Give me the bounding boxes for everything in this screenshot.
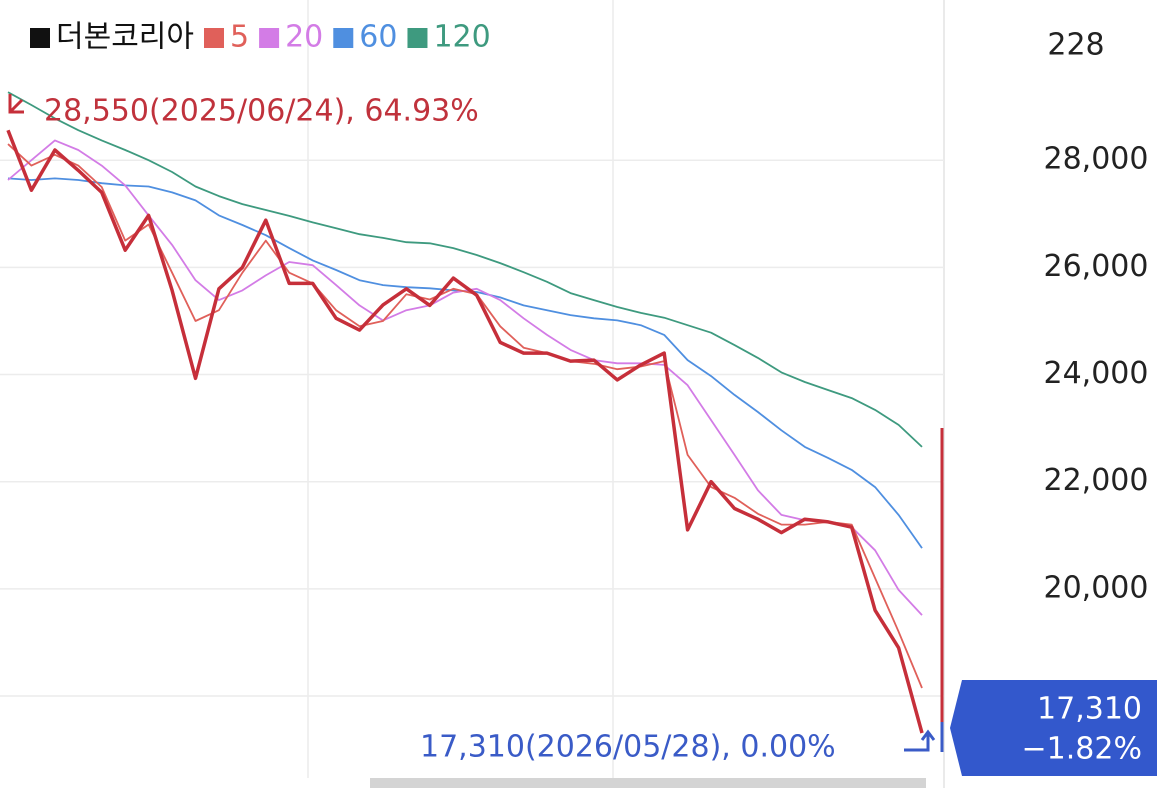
legend-label: 더본코리아 <box>56 20 194 55</box>
series-line <box>7 143 923 689</box>
min-label: 17,310(2026/05/28), 0.00% <box>420 730 836 765</box>
y-tick-label: 22,000 <box>1044 463 1149 498</box>
legend-label: 20 <box>285 20 323 55</box>
max-label: 28,550(2025/06/24), 64.93% <box>44 94 479 129</box>
price-box: 17,310 −1.82% <box>950 680 1157 776</box>
y-tick-label: 20,000 <box>1044 570 1149 605</box>
legend-swatch <box>407 28 428 48</box>
scrollbar[interactable] <box>370 778 926 788</box>
last-price: 17,310 <box>1037 692 1142 727</box>
legend-swatch <box>259 28 280 48</box>
legend: 더본코리아 5 20 60 120 <box>30 20 491 55</box>
legend-label: 60 <box>359 20 397 55</box>
series-line <box>7 91 923 448</box>
y-tick-label: 28,000 <box>1044 142 1149 177</box>
last-change: −1.82% <box>1022 732 1142 767</box>
price-box-bg <box>950 680 1157 776</box>
max-arrow <box>8 94 24 114</box>
top-label: 228 <box>1047 28 1104 63</box>
overlay: 28,550(2025/06/24), 64.93% 17,310(2026/0… <box>8 94 944 788</box>
y-tick-label: 24,000 <box>1044 356 1149 391</box>
legend-swatch <box>30 28 50 48</box>
legend-swatch <box>333 28 354 48</box>
legend-label: 120 <box>433 20 490 55</box>
series-line <box>7 139 923 616</box>
legend-swatch <box>204 28 224 48</box>
y-tick-label: 26,000 <box>1044 249 1149 284</box>
series-line <box>6 129 924 734</box>
plot <box>6 91 924 734</box>
series-line <box>7 177 923 549</box>
grid <box>0 0 945 788</box>
legend-label: 5 <box>230 20 249 55</box>
min-arrow <box>904 729 936 752</box>
